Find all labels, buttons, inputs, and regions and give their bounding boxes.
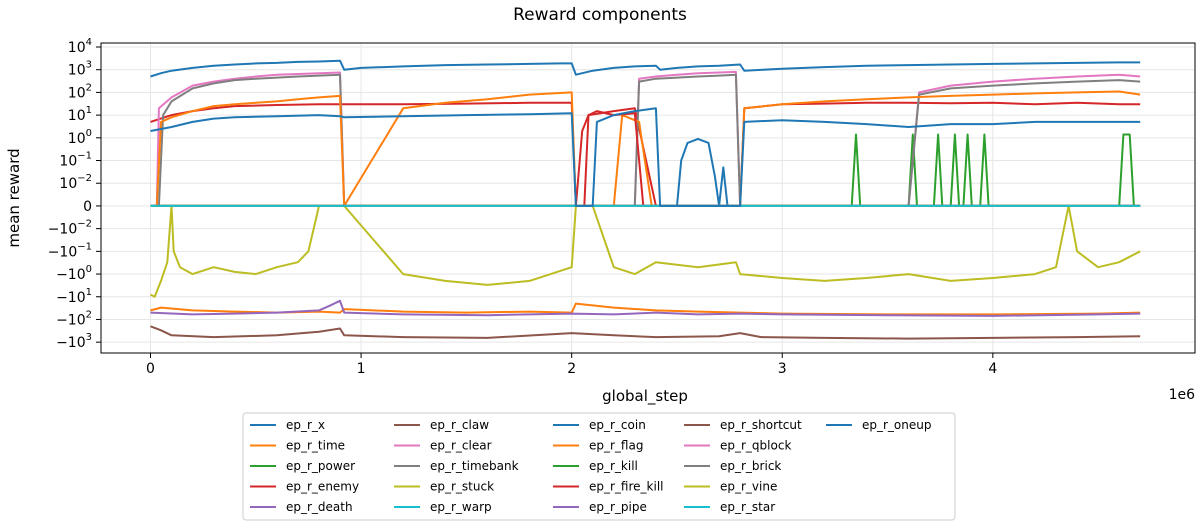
legend-label: ep_r_kill	[589, 459, 638, 473]
legend-label: ep_r_stuck	[430, 480, 494, 494]
legend-label: ep_r_warp	[430, 500, 492, 514]
legend-label: ep_r_qblock	[720, 439, 791, 453]
x-offset-text: 1e6	[1169, 387, 1196, 403]
y-axis-label: mean reward	[5, 148, 23, 247]
series-line-ep-r-claw	[150, 325, 1141, 340]
legend-item: ep_r_x	[250, 418, 325, 432]
y-tick-label: 103	[68, 60, 92, 79]
legend-label: ep_r_death	[286, 500, 353, 514]
series-line-ep-r-oneup	[150, 107, 1141, 207]
legend-item: ep_r_star	[684, 500, 775, 514]
y-ticks: 104 103 102 101 100 10−1 10−2 0 −10−2 −10−1 −100 −1…	[48, 37, 101, 351]
series-lines	[150, 59, 1141, 340]
legend-label: ep_r_time	[286, 439, 345, 453]
legend-label: ep_r_brick	[720, 459, 781, 473]
y-tick-label: −10−1	[48, 241, 92, 260]
legend-label: ep_r_star	[720, 500, 775, 514]
legend-item: ep_r_oneup	[826, 418, 932, 432]
y-tick-label: 102	[68, 82, 92, 101]
y-tick-label: −101	[56, 287, 92, 306]
legend-item: ep_r_timebank	[394, 459, 519, 473]
legend-item: ep_r_coin	[553, 418, 646, 432]
y-tick-label: −102	[56, 309, 92, 328]
legend-label: ep_r_timebank	[430, 459, 519, 473]
legend-item: ep_r_death	[250, 500, 353, 514]
legend-item: ep_r_kill	[553, 459, 638, 473]
legend-label: ep_r_pipe	[589, 500, 647, 514]
plot-frame	[100, 42, 1196, 354]
legend-item: ep_r_stuck	[394, 480, 494, 494]
chart-title: Reward components	[513, 5, 687, 25]
y-tick-label: −103	[56, 332, 92, 351]
legend-item: ep_r_vine	[684, 480, 777, 494]
series-line-ep-r-x	[150, 59, 1141, 78]
legend-item: ep_r_qblock	[684, 439, 791, 453]
legend-item: ep_r_claw	[394, 418, 489, 432]
y-tick-label: 10−2	[59, 173, 92, 192]
y-tick-label: 10−1	[59, 151, 92, 170]
x-tick-label: 0	[146, 361, 155, 377]
legend-item: ep_r_enemy	[250, 480, 359, 494]
legend-item: ep_r_flag	[553, 439, 643, 453]
y-tick-label: 101	[68, 105, 92, 124]
legend-item: ep_r_clear	[394, 439, 492, 453]
legend-item: ep_r_shortcut	[684, 418, 802, 432]
legend-label: ep_r_enemy	[286, 480, 359, 494]
x-tick-label: 1	[357, 361, 366, 377]
series-line-ep-r-fire-kill	[150, 110, 1141, 207]
legend-label: ep_r_shortcut	[720, 418, 802, 432]
legend-label: ep_r_coin	[589, 418, 646, 432]
legend-item: ep_r_pipe	[553, 500, 647, 514]
y-tick-label: −100	[56, 264, 92, 283]
series-line-ep-r-stuck	[150, 204, 1141, 298]
legend-item: ep_r_brick	[684, 459, 781, 473]
legend: ep_r_x ep_r_time ep_r_power ep_r_enemy ep_r_…	[242, 412, 956, 521]
legend-label: ep_r_vine	[720, 480, 777, 494]
legend-label: ep_r_flag	[589, 439, 643, 453]
series-line-ep-r-death	[150, 299, 1141, 317]
legend-frame	[242, 412, 956, 521]
legend-item: ep_r_power	[250, 459, 355, 473]
x-axis-label: global_step	[602, 387, 688, 406]
legend-label: ep_r_claw	[430, 418, 489, 432]
y-tick-label: 104	[68, 37, 92, 56]
legend-item: ep_r_time	[250, 439, 345, 453]
y-tick-label: −10−2	[48, 219, 92, 238]
y-tick-label: 100	[68, 128, 92, 147]
x-tick-label: 4	[988, 361, 997, 377]
x-ticks: 0 1 2 3 4	[146, 353, 997, 377]
legend-label: ep_r_oneup	[862, 418, 932, 432]
legend-label: ep_r_power	[286, 459, 355, 473]
x-tick-label: 3	[778, 361, 787, 377]
legend-item: ep_r_fire_kill	[553, 480, 664, 494]
legend-label: ep_r_clear	[430, 439, 492, 453]
legend-label: ep_r_x	[286, 418, 325, 432]
legend-item: ep_r_warp	[394, 500, 492, 514]
legend-label: ep_r_fire_kill	[589, 480, 664, 494]
y-tick-label: 0	[83, 199, 92, 215]
x-tick-label: 2	[567, 361, 576, 377]
